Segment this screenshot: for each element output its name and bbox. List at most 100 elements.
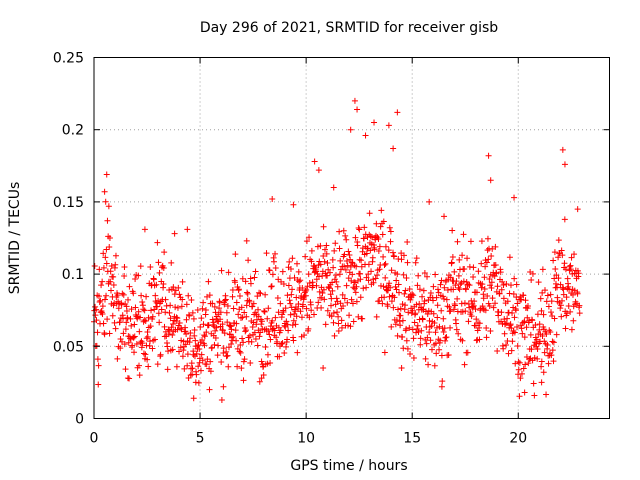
data-point <box>549 338 556 345</box>
data-point <box>284 292 291 299</box>
data-point <box>170 321 177 328</box>
data-point <box>436 323 443 330</box>
data-point <box>297 308 304 315</box>
data-point <box>460 278 467 285</box>
data-point <box>228 326 235 333</box>
data-point <box>440 315 447 322</box>
data-point <box>510 290 517 297</box>
data-point <box>384 303 391 310</box>
data-point <box>289 322 296 329</box>
data-point <box>320 364 327 371</box>
data-point <box>183 316 190 323</box>
data-point <box>407 351 414 358</box>
data-point <box>567 266 574 273</box>
data-point <box>510 328 517 335</box>
data-point <box>155 310 162 317</box>
data-point <box>101 331 108 338</box>
data-point <box>394 271 401 278</box>
data-point <box>527 331 534 338</box>
data-point <box>341 263 348 270</box>
data-point <box>191 327 198 334</box>
data-point <box>365 277 372 284</box>
data-point <box>230 333 237 340</box>
data-point <box>459 252 466 259</box>
data-point <box>133 341 140 348</box>
data-point <box>281 350 288 357</box>
data-point <box>100 250 107 257</box>
data-point <box>169 346 176 353</box>
data-point <box>304 283 311 290</box>
data-point <box>209 316 216 323</box>
data-point <box>373 313 380 320</box>
data-point <box>164 343 171 350</box>
data-point <box>94 329 101 336</box>
data-point <box>114 292 121 299</box>
data-point <box>122 326 129 333</box>
data-point <box>373 220 380 227</box>
data-point <box>535 279 542 286</box>
data-point <box>540 311 547 318</box>
data-point <box>561 216 568 223</box>
data-point <box>148 307 155 314</box>
data-point <box>124 375 131 382</box>
data-point <box>432 271 439 278</box>
data-point <box>465 318 472 325</box>
data-point <box>330 184 337 191</box>
data-point <box>355 313 362 320</box>
data-point <box>544 292 551 299</box>
data-point <box>189 309 196 316</box>
data-point <box>256 289 263 296</box>
data-point <box>99 278 106 285</box>
data-point <box>168 259 175 266</box>
data-point <box>164 366 171 373</box>
plot-frame <box>93 57 610 419</box>
data-point <box>317 242 324 249</box>
data-point <box>105 203 112 210</box>
data-point <box>534 346 541 353</box>
data-point <box>187 372 194 379</box>
data-point <box>361 224 368 231</box>
data-point <box>450 306 457 313</box>
data-point <box>382 243 389 250</box>
data-point <box>136 372 143 379</box>
data-point <box>435 286 441 293</box>
data-point <box>217 309 224 316</box>
data-point <box>145 363 152 370</box>
data-point <box>346 252 353 259</box>
data-point <box>238 315 245 322</box>
data-point <box>352 289 359 296</box>
data-point <box>182 328 189 335</box>
data-point <box>239 275 246 282</box>
data-point <box>236 292 243 299</box>
data-point <box>377 223 384 230</box>
data-point <box>478 284 485 291</box>
data-point <box>450 286 457 293</box>
data-point <box>456 256 463 263</box>
data-point <box>257 329 264 336</box>
data-point <box>327 291 334 298</box>
data-point <box>390 249 397 256</box>
data-point <box>288 291 295 298</box>
data-point <box>146 338 153 345</box>
data-point <box>331 332 338 339</box>
data-point <box>225 344 232 351</box>
data-point <box>181 365 188 372</box>
data-point <box>500 282 507 289</box>
data-point <box>117 345 124 352</box>
data-point <box>239 335 246 342</box>
data-point <box>487 327 494 334</box>
data-point <box>522 361 529 368</box>
data-point <box>366 210 373 217</box>
y-tick-label: 0 <box>75 412 84 428</box>
data-point <box>280 309 287 316</box>
data-point <box>308 258 315 265</box>
data-point <box>372 275 379 282</box>
data-point <box>528 277 535 284</box>
data-point <box>240 377 247 384</box>
data-point <box>340 227 347 234</box>
data-point <box>558 313 565 320</box>
data-point <box>533 336 540 343</box>
data-point <box>452 302 459 309</box>
data-point <box>301 332 308 339</box>
data-point <box>167 315 174 322</box>
